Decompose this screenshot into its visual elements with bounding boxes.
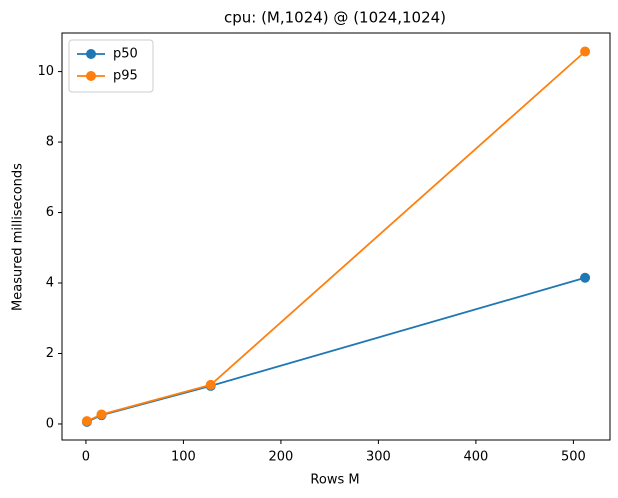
data-point: [81, 416, 92, 427]
y-tick-label: 2: [46, 346, 54, 361]
y-tick-label: 6: [46, 205, 54, 220]
x-tick-label: 0: [82, 450, 90, 465]
data-point: [580, 46, 591, 57]
x-tick-label: 400: [463, 450, 488, 465]
x-tick-label: 300: [366, 450, 391, 465]
y-tick-label: 8: [46, 135, 54, 150]
x-tick-label: 200: [269, 450, 294, 465]
legend-marker: [86, 71, 96, 81]
x-tick-label: 100: [171, 450, 196, 465]
x-tick-label: 500: [561, 450, 586, 465]
legend-box: [68, 39, 154, 93]
series-line: [86, 50, 586, 422]
y-tick-label: 4: [46, 276, 54, 291]
data-point: [580, 272, 591, 283]
legend-marker: [86, 49, 96, 59]
series-line: [86, 276, 586, 423]
legend-label: p50: [113, 47, 138, 62]
data-point: [205, 379, 216, 390]
y-tick-label: 0: [46, 416, 54, 431]
legend-label: p95: [113, 69, 138, 84]
chart-title: cpu: (M,1024) @ (1024,1024): [224, 9, 446, 27]
x-axis-label: Rows M: [310, 473, 359, 488]
y-tick-label: 10: [37, 64, 54, 79]
y-axis-label: Measured milliseconds: [11, 163, 26, 311]
data-point: [96, 409, 107, 420]
plot-frame: [61, 32, 611, 441]
